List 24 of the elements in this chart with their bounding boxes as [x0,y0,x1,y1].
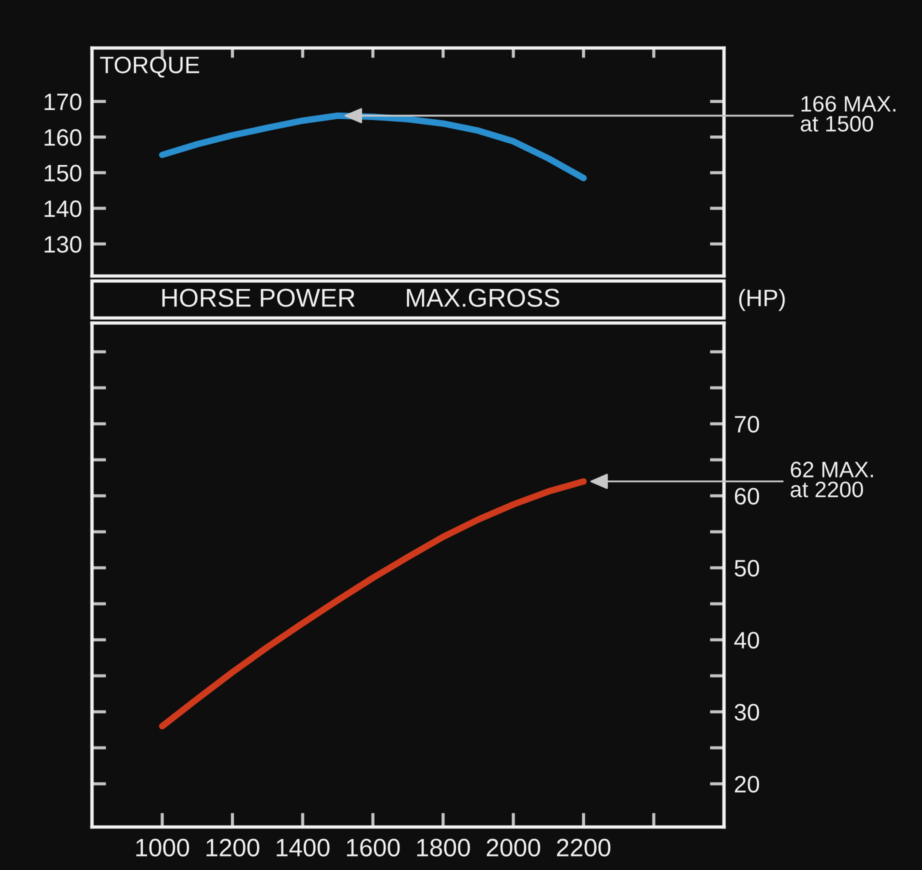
y-axis-title: (HP) [739,288,785,311]
y-tick-label: 130 [44,236,82,253]
y-tick-label: 30 [734,704,760,721]
y-tick-label: 70 [734,416,760,433]
y-tick-label: 40 [734,632,760,649]
x-tick-label: 1000 [136,838,190,856]
chart-subtitle: MAX.GROSS [406,288,560,307]
chart-title: TORQUE [100,56,200,78]
chart-title: HORSE POWER [162,288,355,307]
y-tick-label: 170 [44,94,82,110]
x-tick-label: 1800 [417,838,470,856]
y-tick-label: 20 [734,776,760,793]
x-tick-label: 1600 [346,838,400,856]
annotation: 166 MAX. at 1500 [800,96,896,132]
y-tick-label: 160 [44,129,82,146]
y-tick-label: 140 [44,200,82,218]
y-tick-label: 60 [734,488,760,505]
x-tick-label: 2000 [486,838,540,856]
x-tick-label: 2200 [557,838,610,856]
annotation: 62 MAX. at 2200 [790,462,873,498]
y-tick-label: 150 [44,164,82,182]
x-tick-label: 1200 [206,838,260,856]
y-tick-label: 50 [734,560,760,577]
x-tick-label: 1400 [276,838,330,856]
